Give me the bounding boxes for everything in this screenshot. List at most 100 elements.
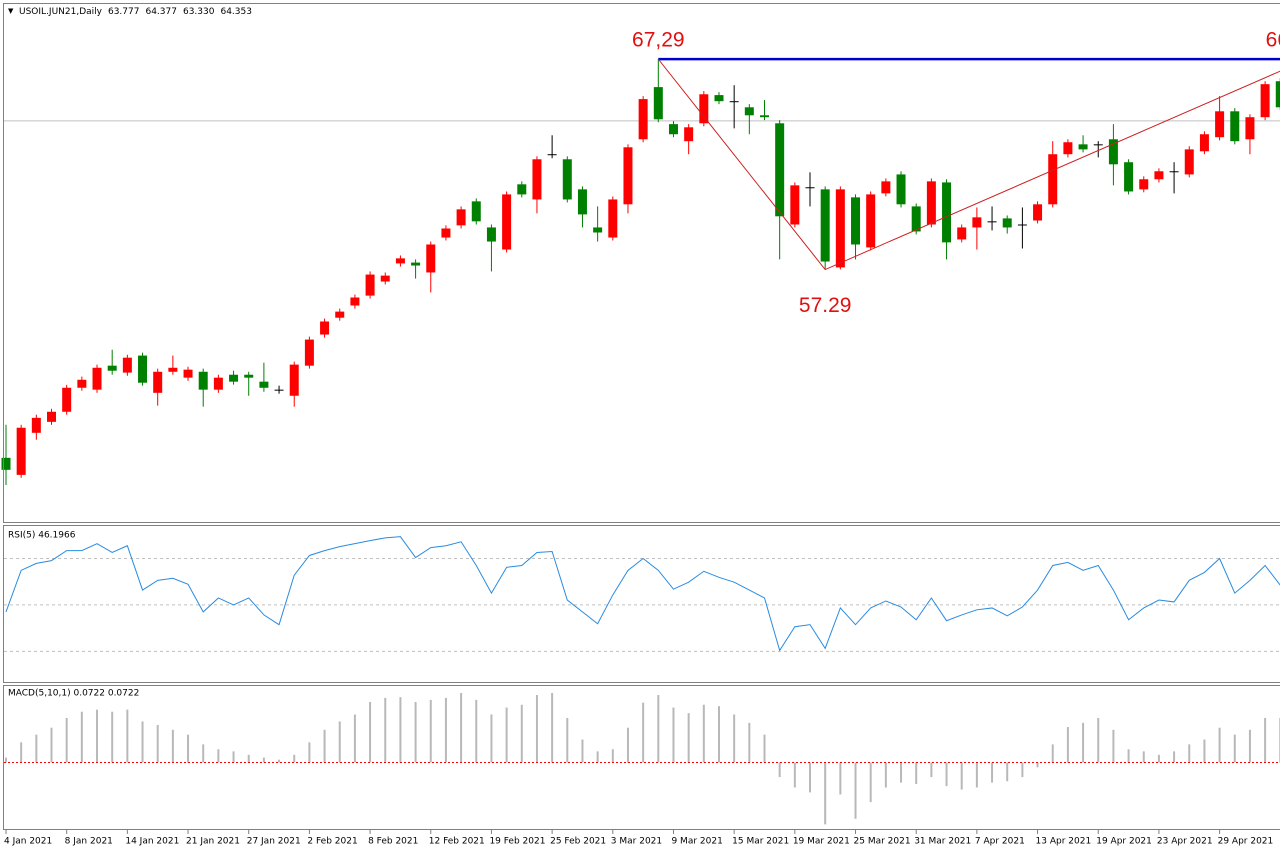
candle-body [1048,154,1058,205]
x-tick-label: 8 Jan 2021 [65,837,113,847]
menu-arrow[interactable]: ▼ [8,7,14,15]
x-tick-label: 8 Feb 2021 [368,837,418,847]
candle-body [441,228,451,238]
candle-body [274,389,284,391]
candle-body [259,381,269,388]
candle-body [775,123,785,217]
candle-body [805,187,815,189]
candle-body [881,181,891,194]
candle-body [714,95,724,102]
candle-body [213,377,223,390]
candle-body [47,411,57,422]
candle-body [1108,139,1118,165]
x-tick-label: 23 Apr 2021 [1157,837,1213,847]
x-tick-label: 9 Mar 2021 [671,837,722,847]
candle-body [532,159,542,200]
candle-body [289,364,299,396]
candle-body [1033,204,1043,221]
x-tick-label: 19 Mar 2021 [793,837,850,847]
candle-body [653,87,663,120]
candle-body [593,227,603,233]
x-tick-label: 25 Feb 2021 [550,837,606,847]
candle-body [1215,111,1225,138]
x-tick-label: 7 Apr 2021 [975,837,1025,847]
candle-body [699,94,709,124]
candle-body [1,457,11,470]
candle-body [896,174,906,205]
candle-body [16,427,26,475]
candle-body [31,417,41,433]
zigzag-label: 66. [1266,29,1280,52]
candle-body [911,206,921,232]
price-pane-border [3,3,1280,523]
symbol-title: USOIL.JUN21,Daily [19,7,103,17]
quote-value: 63.777 [108,7,140,17]
candle-body [1063,142,1073,155]
candle-body [1260,84,1270,118]
candle-body [835,189,845,268]
candle-body [608,199,618,238]
x-tick-label: 21 Jan 2021 [186,837,240,847]
zigzag-line [657,58,1280,271]
candle-body [304,339,314,366]
candle-body [183,369,193,378]
candle-body [1230,111,1240,142]
indicator-title: RSI(5) 46.1966 [8,531,76,541]
chart-header: USOIL.JUN21,Daily 63.777 64.377 63.330 64.35… [19,7,252,17]
candle-body [638,99,648,140]
candle-body [1139,179,1149,190]
candle-body [926,181,936,225]
candle-body [972,217,982,228]
candle-body [411,262,421,266]
candle-body [1017,224,1027,226]
candle-body [502,194,512,250]
candle-body [244,374,254,378]
candle-body [866,194,876,248]
rsi-line [5,536,1280,652]
candle-body [1078,144,1088,150]
candle-body [957,227,967,240]
candle-body [790,185,800,225]
x-tick-label: 13 Apr 2021 [1036,837,1092,847]
quote-value: 64.377 [145,7,177,17]
x-tick-label: 12 Feb 2021 [429,837,485,847]
candle-body [562,159,572,200]
candle-body [668,124,678,135]
x-tick-label: 19 Feb 2021 [489,837,545,847]
time-axis: 4 Jan 2021 8 Jan 2021 14 Jan 2021 21 Jan 20… [4,830,1273,847]
candle-body [380,275,390,282]
candle-body [820,189,830,262]
candle-body [684,127,694,142]
x-tick-label: 4 Jan 2021 [4,837,52,847]
x-tick-label: 25 Mar 2021 [854,837,911,847]
candle-body [547,154,557,156]
x-tick-label: 29 Apr 2021 [1218,837,1274,847]
x-tick-label: 19 Apr 2021 [1096,837,1152,847]
candle-body [456,209,466,226]
candle-body [138,355,148,383]
quote-value: 64.353 [220,7,252,17]
zigzag-label: 57.29 [799,294,852,317]
candle-body [62,387,72,412]
rsi-pane-border [3,525,1280,683]
zigzag-label: 67,29 [632,29,685,52]
candle-body [729,101,739,103]
candle-body [320,321,330,335]
macd-pane-border [3,685,1280,830]
candle-body [486,227,496,242]
candle-body [577,189,587,215]
candle-body [1169,171,1179,173]
candle-body [395,258,405,264]
x-tick-label: 14 Jan 2021 [125,837,179,847]
rsi-pane: RSI(5) 46.1966 [4,531,1280,652]
macd-pane: MACD(5,10,1) 0.0722 0.0722 [4,689,1280,825]
x-tick-label: 15 Mar 2021 [732,837,789,847]
candle-body [107,365,117,371]
candle-body [1093,144,1103,146]
x-tick-label: 2 Feb 2021 [307,837,357,847]
candle-body [942,182,952,243]
candle-body [229,374,239,382]
candle-body [365,274,375,296]
